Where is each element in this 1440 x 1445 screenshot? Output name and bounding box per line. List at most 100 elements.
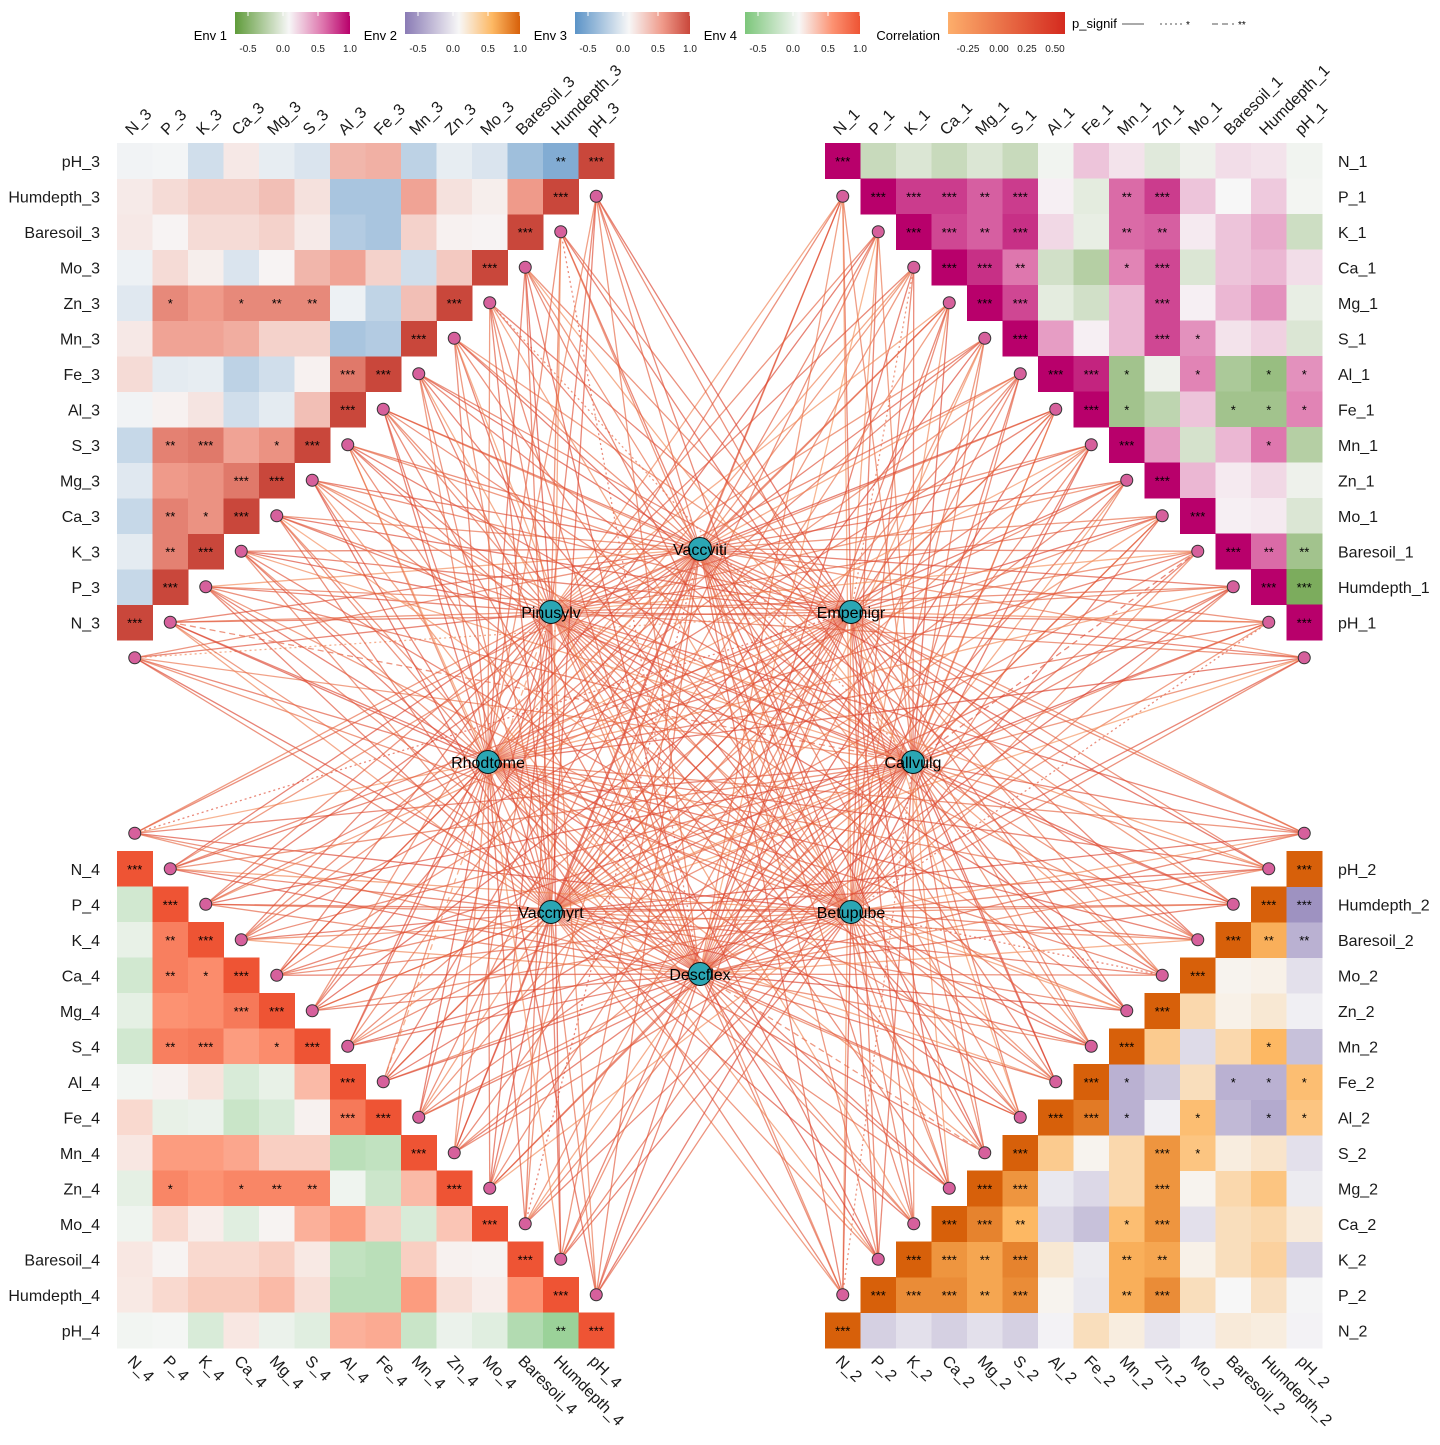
heatmap-cell — [1144, 391, 1181, 428]
cell-signif-label: * — [1124, 1075, 1129, 1090]
heatmap-cell — [1215, 462, 1252, 499]
row-label: Zn_3 — [64, 296, 101, 313]
heatmap-cell — [1109, 427, 1145, 463]
env-variable-node — [483, 296, 497, 310]
heatmap-cell — [1144, 1206, 1181, 1242]
mantel-edge — [240, 550, 701, 975]
heatmap-cell — [1144, 1241, 1181, 1278]
mantel-edge — [699, 548, 1269, 623]
heatmap-cell — [967, 1241, 1003, 1278]
heatmap-cell — [967, 1170, 1003, 1207]
heatmap-cell — [188, 1064, 224, 1100]
heatmap-cell — [1180, 1064, 1216, 1100]
heatmap-cell — [436, 1277, 473, 1313]
column-label: Fe_2 — [1080, 1353, 1118, 1391]
mantel-edge — [699, 868, 1269, 975]
mantel-edge — [489, 548, 701, 1189]
cell-signif-label: *** — [305, 1039, 320, 1054]
mantel-edge — [850, 611, 1269, 623]
heatmap-cell — [896, 143, 932, 179]
heatmap-cell — [1215, 1206, 1252, 1242]
cell-signif-label: *** — [1013, 1252, 1028, 1267]
heatmap-cell — [152, 1206, 189, 1242]
mantel-edge — [550, 302, 950, 913]
heatmap-cell — [188, 1099, 224, 1136]
mantel-edge — [699, 550, 1199, 975]
mantel-edge — [453, 337, 852, 613]
heatmap-cell — [1251, 285, 1287, 321]
cell-signif-label: *** — [871, 1288, 886, 1303]
row-label: Ca_1 — [1338, 260, 1376, 277]
heatmap-cell — [436, 1170, 473, 1207]
row-label: P_1 — [1338, 189, 1367, 206]
heatmap-cell — [117, 1241, 153, 1278]
heatmap-cell — [188, 993, 224, 1029]
mantel-edge — [276, 911, 852, 976]
heatmap-cell — [860, 143, 897, 179]
mantel-edge — [276, 611, 852, 976]
legend-tick-label: 1.0 — [853, 44, 867, 55]
heatmap-cell — [1286, 1135, 1323, 1171]
legend-tick-label: 0.5 — [481, 44, 495, 55]
row-label: pH_4 — [62, 1323, 100, 1340]
heatmap-cell — [1286, 1170, 1323, 1207]
heatmap-cell — [365, 214, 402, 250]
column-label: Zn_1 — [1150, 101, 1188, 139]
row-label: N_4 — [71, 862, 100, 879]
species-node — [688, 962, 712, 986]
heatmaps: *** N_1N_1*** *** *** ** *** ** *** P_1P_1*** ***… — [8, 62, 1429, 1430]
cell-signif-label: *** — [340, 1110, 355, 1125]
legend-linetype-label: ** — [1238, 20, 1246, 31]
mantel-edge — [489, 302, 701, 550]
heatmap-cell — [223, 1241, 260, 1278]
heatmap-cell — [967, 214, 1003, 250]
mantel-edge — [524, 911, 552, 1224]
heatmap-cell — [223, 356, 260, 392]
heatmap-cell — [152, 214, 189, 250]
env-variable-node — [1084, 1039, 1098, 1053]
mantel-edge — [850, 231, 879, 613]
heatmap-cell — [117, 533, 153, 570]
mantel-edge — [453, 761, 489, 1153]
mantel-edge — [912, 761, 1199, 941]
mantel-edge — [170, 621, 914, 763]
heatmap-cell — [223, 1206, 260, 1242]
mantel-edge — [276, 911, 552, 976]
mantel-edge — [347, 761, 489, 1047]
heatmap-cell — [294, 1206, 331, 1242]
mantel-edge — [489, 302, 852, 613]
mantel-edge — [382, 548, 701, 1083]
heatmap-cell — [188, 320, 224, 357]
heatmap-cell — [931, 1277, 968, 1313]
cell-signif-label: * — [274, 1039, 279, 1054]
heatmap-cell — [1073, 285, 1110, 321]
cell-signif-label: *** — [269, 1004, 284, 1019]
env-variable-node — [128, 651, 142, 665]
heatmap-cell — [1286, 604, 1323, 641]
heatmap-cell — [294, 1064, 331, 1100]
heatmap-cell — [1286, 993, 1323, 1029]
row-label: Al_2 — [1338, 1110, 1370, 1127]
mantel-edge — [699, 548, 1199, 941]
mantel-edge — [453, 337, 701, 550]
heatmap-cell — [1251, 1028, 1287, 1065]
mantel-edge — [311, 479, 852, 913]
cell-signif-label: * — [1195, 1110, 1200, 1125]
cell-signif-label: * — [203, 509, 208, 524]
cell-signif-label: *** — [518, 1252, 533, 1267]
heatmap-cell — [825, 1312, 861, 1349]
heatmap-cell — [259, 285, 295, 321]
cell-signif-label: ** — [1264, 544, 1274, 559]
cell-signif-label: * — [1266, 1110, 1271, 1125]
heatmap-cell — [117, 851, 153, 887]
heatmap-cell — [365, 1099, 402, 1136]
mantel-edge — [550, 611, 1269, 623]
heatmap-cell — [188, 391, 224, 428]
column-label: P_3 — [158, 107, 190, 139]
heatmap-cell — [152, 957, 189, 994]
heatmap-cell — [1109, 249, 1145, 286]
legend-tick-label: 0.5 — [311, 44, 325, 55]
cell-signif-label: * — [1266, 438, 1271, 453]
mantel-edge — [912, 586, 1234, 763]
mantel-edge — [550, 911, 844, 1296]
